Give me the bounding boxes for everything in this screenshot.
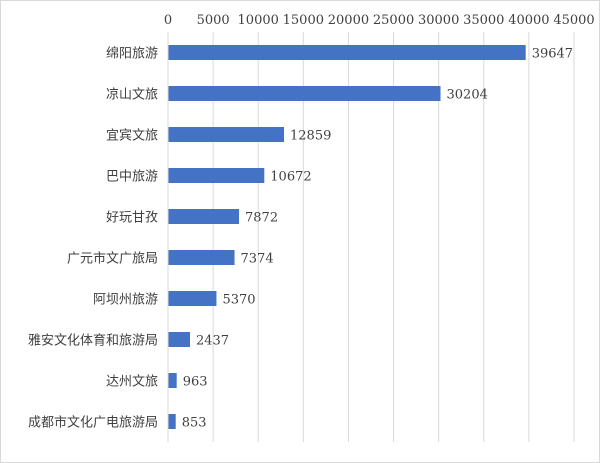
x-tick-label: 40000 xyxy=(508,13,549,28)
data-label: 7872 xyxy=(245,211,278,226)
category-label: 好玩甘孜 xyxy=(106,211,158,226)
data-label: 12859 xyxy=(290,129,331,144)
data-labels: 39647 30204 12859 10672 7872 7374 5370 2437 963 8… xyxy=(182,47,573,431)
data-label: 30204 xyxy=(447,88,488,103)
data-label: 853 xyxy=(182,416,207,431)
category-label: 宜宾文旅 xyxy=(106,128,158,144)
x-tick-label: 35000 xyxy=(463,13,504,28)
bar xyxy=(168,332,190,347)
x-tick-label: 0 xyxy=(164,13,172,28)
bar xyxy=(168,291,217,306)
bars xyxy=(168,45,526,429)
bar xyxy=(168,168,265,183)
bar xyxy=(168,414,176,429)
bar xyxy=(168,127,285,142)
category-label: 绵阳旅游 xyxy=(106,47,158,62)
bar xyxy=(168,373,177,388)
x-tick-label: 10000 xyxy=(238,13,279,28)
data-label: 2437 xyxy=(196,334,229,349)
category-label: 达州文旅 xyxy=(106,375,158,390)
data-label: 7374 xyxy=(241,252,274,267)
x-tick-label: 15000 xyxy=(283,13,324,28)
bar xyxy=(168,45,526,60)
x-tick-label: 5000 xyxy=(197,13,230,28)
x-tick-label: 30000 xyxy=(418,13,459,28)
x-tick-label: 45000 xyxy=(553,13,594,28)
bar xyxy=(168,209,240,224)
category-label: 阿坝州旅游 xyxy=(93,293,158,308)
x-tick-label: 20000 xyxy=(328,13,369,28)
x-axis-tick-labels: 0 5000 10000 15000 20000 25000 30000 35000 40000… xyxy=(164,13,595,28)
category-label: 凉山文旅 xyxy=(106,88,158,103)
x-tick-label: 25000 xyxy=(373,13,414,28)
data-label: 5370 xyxy=(222,293,255,308)
category-labels: 绵阳旅游凉山文旅宜宾文旅巴中旅游好玩甘孜广元市文广旅局阿坝州旅游雅安文化体育和旅… xyxy=(28,47,158,431)
data-label: 963 xyxy=(183,375,208,390)
data-label: 10672 xyxy=(270,170,311,185)
category-label: 雅安文化体育和旅游局 xyxy=(28,333,158,349)
category-label: 广元市文广旅局 xyxy=(67,251,158,267)
bar xyxy=(168,250,235,265)
category-label: 成都市文化广电旅游局 xyxy=(28,415,158,431)
category-label: 巴中旅游 xyxy=(106,170,158,185)
bar xyxy=(168,86,441,101)
data-label: 39647 xyxy=(532,47,573,62)
